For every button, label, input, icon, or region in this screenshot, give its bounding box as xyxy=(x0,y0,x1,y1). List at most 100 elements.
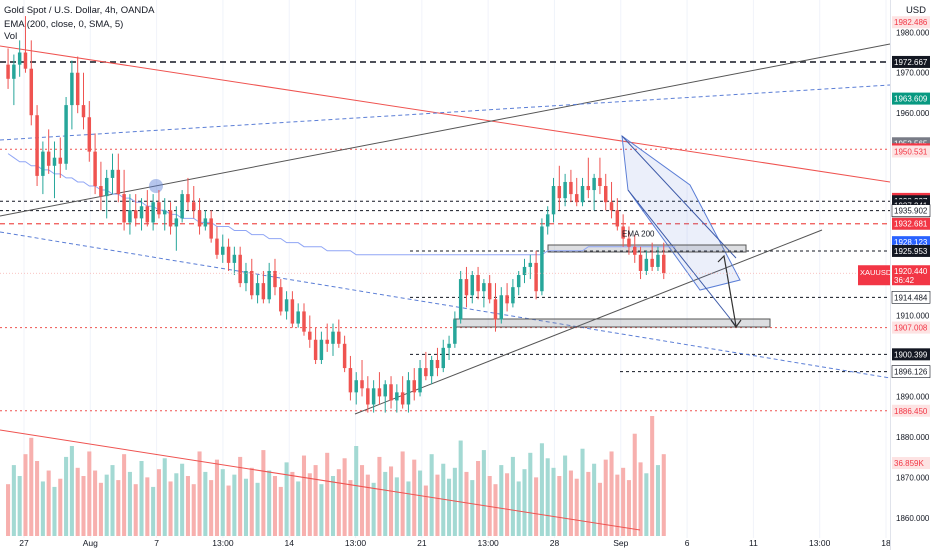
price-tag-text: 1907.008 xyxy=(894,324,928,333)
candle-body xyxy=(41,151,45,176)
candle-body xyxy=(400,392,405,405)
volume-bar xyxy=(563,455,568,536)
price-axis[interactable]: 1980.000 1970.000 1960.000 1910.000 1890.000… xyxy=(896,28,930,522)
x-tick-label: 27 xyxy=(19,538,29,548)
volume-bar xyxy=(365,474,370,536)
projection-arrowhead xyxy=(730,319,742,329)
volume-bar xyxy=(615,474,620,536)
volume-bar xyxy=(516,481,521,536)
candle-body xyxy=(574,194,579,203)
candle-body xyxy=(592,177,596,191)
volume-bar xyxy=(58,478,63,536)
candle-body xyxy=(453,319,457,344)
y-tick-label: 1860.000 xyxy=(896,514,930,523)
candle-body xyxy=(139,206,144,219)
candle-body xyxy=(186,194,190,203)
candle-body xyxy=(110,169,115,178)
candle-body xyxy=(250,270,254,296)
volume-bar xyxy=(371,482,376,536)
candle-body xyxy=(192,202,196,211)
ema-label: EMA 200 xyxy=(622,230,655,239)
volume-bar xyxy=(510,456,515,536)
symbol-tag-text: XAUUSD xyxy=(860,268,892,277)
candle-body xyxy=(441,347,445,369)
candle-body xyxy=(162,210,167,215)
volume-bar xyxy=(261,450,266,536)
candle-body xyxy=(638,254,643,271)
volume-bar xyxy=(400,451,405,536)
symbol-title[interactable]: Gold Spot / U.S. Dollar, 4h, OANDA xyxy=(4,5,155,16)
y-tick-label: 1890.000 xyxy=(896,392,930,401)
candles[interactable] xyxy=(6,16,666,413)
price-tag-text: 36.859K xyxy=(894,459,924,468)
indicator-legend[interactable]: EMA (200, close, 0, SMA, 5) xyxy=(4,19,124,30)
volume-bar xyxy=(429,454,434,536)
volume-bar xyxy=(383,471,388,536)
candle-body xyxy=(23,52,28,69)
currency-label[interactable]: USD xyxy=(905,5,926,16)
volume-bar xyxy=(75,467,80,536)
candle-body xyxy=(557,186,562,199)
volume-bar xyxy=(522,469,527,536)
volume-bar xyxy=(220,469,225,536)
candle-body xyxy=(180,194,184,219)
volume-bar xyxy=(290,471,295,536)
volume-bar xyxy=(458,440,463,536)
candle-body xyxy=(406,380,411,405)
candle-body xyxy=(290,299,295,324)
price-tags: 1982.4861972.6671963.6091952.5651951.078… xyxy=(0,16,931,469)
drawings[interactable] xyxy=(0,43,891,531)
volume-bar xyxy=(52,486,57,536)
candle-body xyxy=(476,275,480,292)
volume-bar xyxy=(243,478,249,536)
price-tag-text: 1963.609 xyxy=(894,95,928,104)
price-tag-text: 1886.450 xyxy=(894,407,928,416)
volume-bar xyxy=(597,482,602,536)
volume-bar xyxy=(87,451,92,536)
volume-bar xyxy=(209,480,214,536)
volume-bar xyxy=(156,469,161,536)
volume-bar xyxy=(133,484,138,536)
candle-body xyxy=(331,331,335,344)
candle-body xyxy=(35,115,39,176)
volume-bar xyxy=(116,480,121,536)
price-tag xyxy=(892,145,930,158)
black-trendline xyxy=(0,43,891,217)
x-tick-label: 7 xyxy=(154,538,159,548)
volume-bar xyxy=(232,474,237,536)
volume-bar xyxy=(342,458,347,536)
candle-body xyxy=(424,368,428,377)
candle-body xyxy=(528,262,533,267)
candle-body xyxy=(151,202,155,223)
candle-body xyxy=(395,392,399,401)
volume-legend[interactable]: Vol xyxy=(4,31,18,42)
price-tag-text: 1932.681 xyxy=(894,220,928,229)
candle-body xyxy=(499,295,504,320)
volume-bar xyxy=(621,467,626,536)
volume-bar xyxy=(389,466,394,536)
horizontal-levels[interactable] xyxy=(0,61,890,412)
time-axis[interactable]: 27 Aug 7 13:00 14 13:00 21 13:00 28 Sep 6 11 13:00 18 xyxy=(19,538,891,548)
volume-bar xyxy=(336,469,341,536)
candle-body xyxy=(383,384,387,397)
candle-body xyxy=(267,270,271,300)
x-tick-label: 14 xyxy=(284,538,294,548)
candle-body xyxy=(569,181,573,195)
volume-bar xyxy=(168,481,173,536)
volume-bar xyxy=(127,471,132,536)
volume-bar xyxy=(214,459,219,536)
candle-body xyxy=(226,246,231,263)
volume-bar xyxy=(580,448,585,536)
price-tag xyxy=(892,244,930,257)
volume-bar xyxy=(197,451,202,536)
candle-body xyxy=(29,68,34,116)
price-tag-text: 1935.902 xyxy=(894,207,928,216)
candle-body xyxy=(221,246,225,255)
candle-body xyxy=(70,72,74,106)
candle-body xyxy=(133,210,138,219)
price-tag-text: 1900.399 xyxy=(894,350,928,359)
volume-bar xyxy=(470,480,475,536)
candle-body xyxy=(52,157,57,166)
candle-body xyxy=(627,238,631,247)
